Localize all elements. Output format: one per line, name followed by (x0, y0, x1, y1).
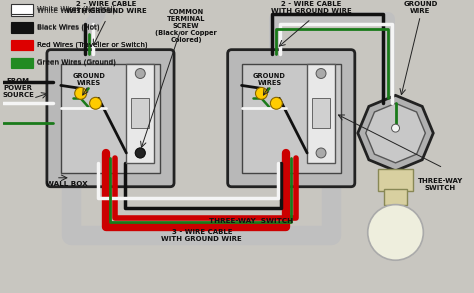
Bar (242, 64, 341, 173)
Circle shape (316, 69, 326, 79)
Bar (11, 22, 33, 32)
Bar (383, 189, 408, 205)
Circle shape (135, 148, 145, 158)
Bar (11, 58, 33, 67)
Bar (127, 64, 154, 163)
Circle shape (75, 87, 87, 99)
Bar (11, 24, 33, 33)
Text: GROUND
WIRES: GROUND WIRES (253, 74, 286, 86)
Text: Black Wires (Hot): Black Wires (Hot) (37, 23, 100, 30)
Circle shape (135, 148, 145, 158)
Bar (61, 64, 160, 173)
Circle shape (255, 87, 267, 99)
Circle shape (135, 69, 145, 79)
Text: COMMON
TERMINAL
SCREW
(Black or Copper
Colored): COMMON TERMINAL SCREW (Black or Copper C… (155, 9, 217, 43)
Polygon shape (366, 103, 425, 163)
Bar (131, 98, 149, 128)
Bar (11, 58, 33, 68)
Text: GROUND
WIRE: GROUND WIRE (403, 1, 438, 14)
Text: White Wires (Neutral): White Wires (Neutral) (37, 6, 115, 12)
Circle shape (392, 124, 400, 132)
Text: White Wires (Neutral): White Wires (Neutral) (37, 8, 115, 14)
Text: THREE-WAY
SWITCH: THREE-WAY SWITCH (418, 178, 463, 191)
Bar (312, 98, 330, 128)
Text: Red Wires (Traveller or Switch): Red Wires (Traveller or Switch) (37, 41, 147, 48)
Circle shape (90, 97, 101, 109)
Text: Red Wires (Traveller or Switch): Red Wires (Traveller or Switch) (37, 41, 147, 48)
Bar (11, 7, 33, 16)
Text: 3 - WIRE CABLE
WITH GROUND WIRE: 3 - WIRE CABLE WITH GROUND WIRE (162, 229, 242, 242)
FancyBboxPatch shape (47, 50, 174, 187)
Text: WALL BOX: WALL BOX (46, 181, 88, 187)
Text: GROUND
WIRES: GROUND WIRES (72, 74, 105, 86)
Circle shape (316, 148, 326, 158)
Text: THREE-WAY  SWITCH: THREE-WAY SWITCH (210, 217, 293, 224)
Bar (11, 41, 33, 50)
Circle shape (368, 205, 423, 260)
Bar (11, 4, 33, 14)
Text: Green Wires (Ground): Green Wires (Ground) (37, 59, 116, 66)
Text: Green Wires (Ground): Green Wires (Ground) (37, 58, 116, 65)
Polygon shape (358, 95, 433, 171)
Text: 2 - WIRE CABLE
WITH GROUND WIRE: 2 - WIRE CABLE WITH GROUND WIRE (271, 1, 352, 14)
Text: Black Wires (Hot): Black Wires (Hot) (37, 25, 100, 31)
FancyBboxPatch shape (228, 50, 355, 187)
Bar (378, 169, 413, 191)
Text: FROM
POWER
SOURCE: FROM POWER SOURCE (2, 79, 34, 98)
Bar (11, 40, 33, 50)
Bar (307, 64, 335, 163)
Circle shape (270, 97, 283, 109)
Text: 2 - WIRE CABLE
WITH GROUND WIRE: 2 - WIRE CABLE WITH GROUND WIRE (66, 1, 147, 14)
